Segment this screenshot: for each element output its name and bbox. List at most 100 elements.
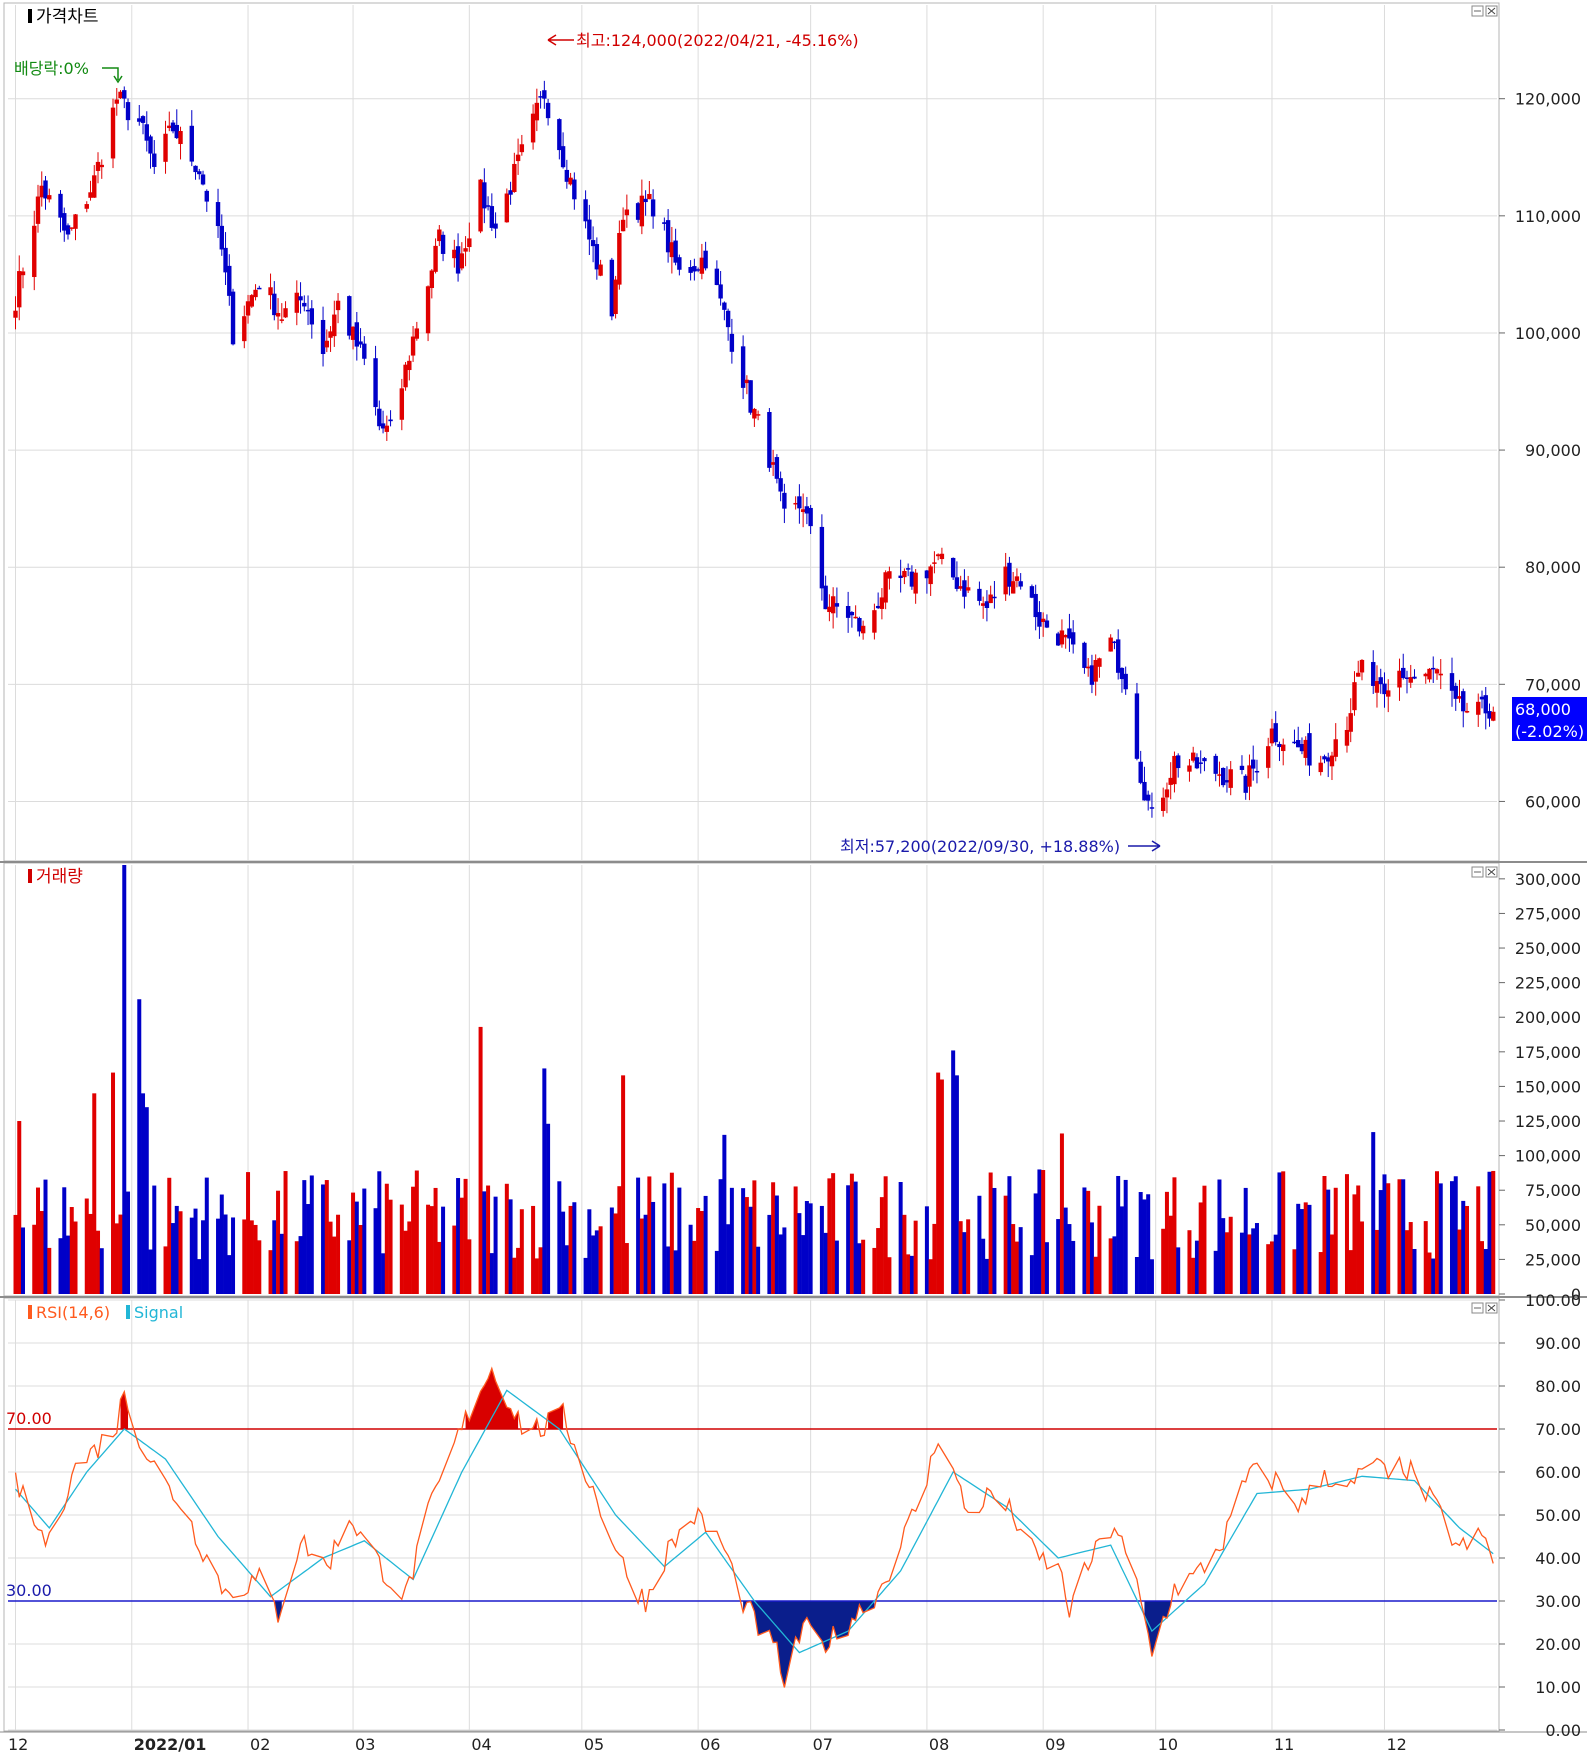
candle-body	[283, 308, 288, 318]
overbought-area	[465, 1368, 519, 1429]
volume-bar	[1299, 1209, 1304, 1294]
volume-bar	[1213, 1250, 1218, 1294]
candle-body	[1266, 746, 1271, 768]
volume-bar	[696, 1208, 701, 1294]
volume-bar	[669, 1172, 674, 1294]
candle-body	[875, 605, 881, 609]
candle-body	[429, 270, 435, 289]
rsi-tick-label: 90.00	[1535, 1334, 1581, 1353]
volume-bar	[729, 1187, 734, 1294]
high-annotation: 최고:124,000(2022/04/21, -45.16%)	[576, 31, 859, 50]
volume-bar	[1386, 1183, 1391, 1294]
volume-bar	[1056, 1219, 1061, 1294]
candle-body	[410, 336, 416, 356]
volume-bar	[302, 1180, 307, 1294]
candle-body	[35, 196, 41, 224]
volume-panel-close-button[interactable]	[1485, 866, 1498, 878]
candle-body	[1281, 744, 1286, 752]
volume-bar	[1382, 1174, 1387, 1294]
candle-body	[804, 506, 810, 514]
volume-bar	[171, 1223, 176, 1294]
rsi-panel-minimize-button[interactable]	[1471, 1302, 1484, 1314]
candle-body	[519, 144, 525, 153]
candle-body	[542, 90, 547, 99]
volume-bar	[819, 1205, 824, 1294]
candle-body	[305, 309, 311, 312]
volume-bar	[69, 1207, 74, 1294]
volume-bar	[174, 1205, 179, 1294]
candle-body	[1190, 752, 1196, 761]
candle-body	[493, 223, 498, 229]
volume-bar	[1487, 1171, 1492, 1294]
volume-bar	[373, 1208, 378, 1294]
volume-bar	[1404, 1230, 1409, 1294]
candle-body	[39, 185, 44, 198]
candle-body	[1003, 566, 1008, 595]
volume-bar	[1014, 1241, 1019, 1294]
volume-tick-label: 75,000	[1525, 1181, 1581, 1200]
volume-bar	[249, 1220, 254, 1294]
candle-body	[1479, 696, 1485, 700]
candle-body	[463, 248, 468, 252]
candle-body	[309, 308, 315, 325]
candle-body	[883, 572, 888, 603]
volume-bar	[587, 1209, 592, 1294]
volume-bar	[381, 1253, 386, 1294]
candle-body	[1217, 774, 1222, 776]
x-month-label: 12	[8, 1735, 28, 1754]
volume-bar	[141, 1093, 146, 1294]
candle-body	[354, 322, 360, 347]
candle-body	[620, 219, 626, 232]
candle-body	[1033, 593, 1038, 618]
candle-body	[530, 113, 536, 143]
candle-body	[272, 293, 277, 316]
candle-body	[583, 199, 588, 222]
candle-body	[740, 346, 746, 388]
volume-bar	[752, 1180, 757, 1294]
price-panel-close-button[interactable]	[1485, 5, 1498, 17]
low-annotation: 최저:57,200(2022/09/30, +18.88%)	[840, 837, 1120, 856]
rsi-panel-close-button[interactable]	[1485, 1302, 1498, 1314]
candle-body	[823, 585, 828, 610]
volume-panel-minimize-button[interactable]	[1471, 866, 1484, 878]
price-tick-label: 100,000	[1515, 324, 1581, 343]
candle-body	[110, 107, 116, 159]
x-month-label: 11	[1274, 1735, 1294, 1754]
candle-body	[598, 264, 603, 276]
rsi-tick-label: 50.00	[1535, 1506, 1581, 1525]
volume-bar	[231, 1217, 236, 1294]
volume-bar	[1086, 1190, 1091, 1294]
volume-bar	[591, 1235, 596, 1294]
volume-bar	[1423, 1221, 1428, 1294]
candle-body	[1352, 682, 1357, 711]
candle-body	[377, 408, 382, 427]
candle-body	[298, 296, 303, 301]
candle-body	[257, 287, 262, 290]
candle-body	[362, 343, 367, 359]
candle-body	[988, 594, 993, 604]
candle-body	[834, 603, 840, 607]
candle-body	[204, 190, 209, 202]
candle-body	[778, 478, 783, 492]
candle-body	[729, 333, 735, 352]
candle-body	[767, 412, 772, 468]
candle-body	[613, 279, 618, 315]
volume-bar	[84, 1198, 89, 1294]
volume-bar	[403, 1230, 408, 1294]
volume-bar	[66, 1235, 71, 1294]
volume-bar	[546, 1123, 551, 1294]
rsi-panel-title: RSI(14,6)	[36, 1303, 110, 1322]
candle-body	[227, 265, 232, 296]
volume-bar	[96, 1230, 101, 1294]
volume-bar	[984, 1258, 989, 1294]
candle-body	[114, 99, 119, 104]
candle-body	[830, 596, 836, 614]
volume-tick-label: 275,000	[1515, 904, 1581, 923]
volume-bar	[932, 1223, 937, 1294]
volume-bar	[118, 1214, 123, 1294]
volume-bar	[966, 1219, 971, 1294]
volume-bar	[144, 1107, 149, 1294]
price-panel-minimize-button[interactable]	[1471, 5, 1484, 17]
candle-body	[504, 193, 510, 223]
candle-body	[647, 193, 652, 200]
